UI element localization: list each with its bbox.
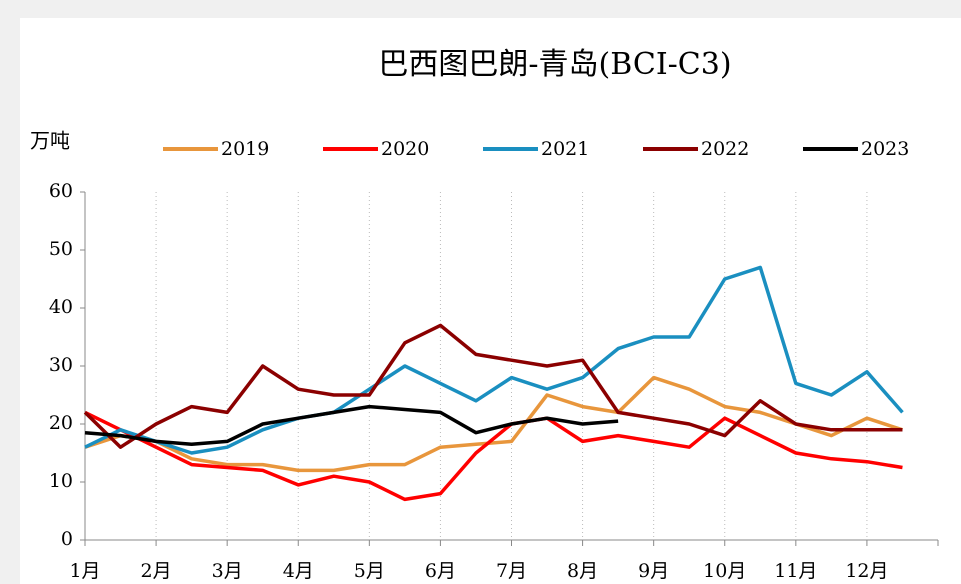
x-tick-label: 7月 [496,560,527,582]
series-line [84,265,904,455]
series-line [83,323,903,449]
chart-panel [20,18,961,584]
x-tick-label: 8月 [567,560,598,582]
legend-label: 2023 [861,138,909,160]
y-tick-label: 20 [49,412,73,434]
x-tick-label: 9月 [638,560,669,582]
x-tick-label: 2月 [141,560,172,582]
y-tick-label: 40 [49,296,73,318]
y-tick-label: 10 [49,470,73,492]
x-tick-label: 3月 [212,560,243,582]
series-line [84,404,619,447]
x-tick-label: 5月 [354,560,385,582]
x-tick-label: 4月 [283,560,314,582]
x-tick-label: 1月 [69,560,100,582]
x-tick-label: 12月 [845,560,888,582]
legend-label: 2019 [221,138,269,160]
series-line [84,410,903,502]
y-axis-label: 万吨 [30,129,70,153]
x-tick-label: 11月 [774,560,817,582]
legend-label: 2020 [381,138,429,160]
legend-label: 2022 [701,138,749,160]
x-tick-label: 10月 [703,560,746,582]
x-tick-label: 6月 [425,560,456,582]
y-tick-label: 50 [49,238,73,260]
y-tick-label: 30 [49,354,73,376]
y-tick-label: 60 [49,180,73,202]
series-line [84,375,904,473]
y-tick-label: 0 [61,528,73,550]
legend-label: 2021 [541,138,589,160]
chart-title: 巴西图巴朗-青岛(BCI-C3) [378,47,731,82]
